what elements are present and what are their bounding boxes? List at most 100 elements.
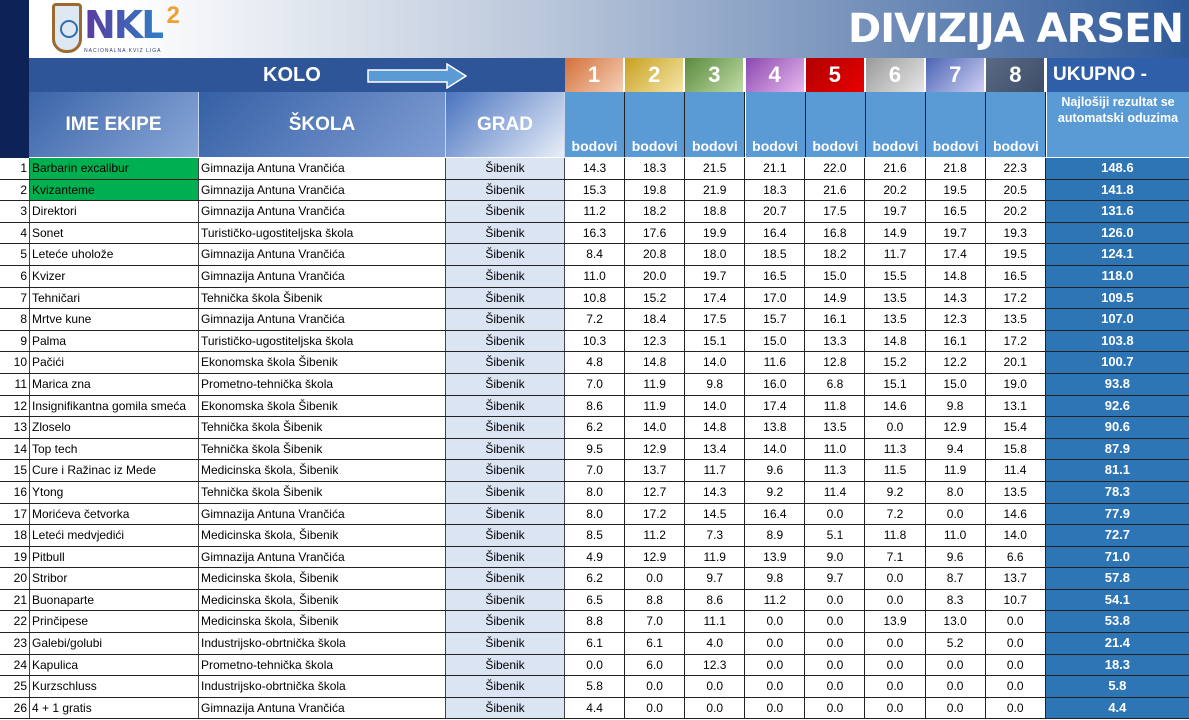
total-cell[interactable]: 5.8 [1045,676,1189,697]
city-cell[interactable]: Šibenik [446,654,565,676]
round-score-cell[interactable]: 11.5 [865,460,926,481]
city-cell[interactable]: Šibenik [446,633,565,654]
total-cell[interactable]: 77.9 [1045,503,1189,525]
round-score-cell[interactable]: 0.0 [805,611,866,633]
round-score-cell[interactable]: 16.5 [986,265,1046,287]
round-score-cell[interactable]: 16.1 [926,330,986,352]
round-score-cell[interactable]: 13.4 [685,438,746,460]
round-score-cell[interactable]: 10.8 [565,287,626,309]
team-name-cell[interactable]: Marica zna [30,373,199,395]
school-cell[interactable]: Medicinska škola, Šibenik [199,568,446,589]
rank-cell[interactable]: 13 [0,417,30,438]
round-score-cell[interactable]: 0.0 [865,568,926,589]
round-score-cell[interactable]: 0.0 [745,611,806,633]
city-cell[interactable]: Šibenik [446,503,565,525]
round-score-cell[interactable]: 13.0 [926,611,986,633]
round-score-cell[interactable]: 4.4 [565,697,626,719]
round-score-cell[interactable]: 17.5 [685,309,746,330]
round-score-cell[interactable]: 0.0 [685,697,746,719]
round-score-cell[interactable]: 14.8 [685,417,746,438]
rank-cell[interactable]: 4 [0,222,30,244]
round-score-cell[interactable]: 16.8 [805,222,866,244]
round-score-cell[interactable]: 14.6 [865,395,926,417]
school-cell[interactable]: Turističko-ugostiteljska škola [199,330,446,352]
round-score-cell[interactable]: 15.2 [865,352,926,373]
round-score-cell[interactable]: 11.0 [565,265,626,287]
total-cell[interactable]: 100.7 [1045,352,1189,373]
total-cell[interactable]: 109.5 [1045,287,1189,309]
total-cell[interactable]: 118.0 [1045,265,1189,287]
city-cell[interactable]: Šibenik [446,179,565,201]
round-score-cell[interactable]: 0.0 [926,676,986,697]
school-cell[interactable]: Prometno-tehnička škola [199,373,446,395]
team-name-cell[interactable]: Sonet [30,222,199,244]
round-score-cell[interactable]: 18.3 [745,179,806,201]
round-score-cell[interactable]: 6.0 [625,654,686,676]
rank-cell[interactable]: 16 [0,481,30,503]
round-score-cell[interactable]: 0.0 [986,676,1046,697]
round-score-cell[interactable]: 22.0 [805,158,866,179]
round-score-cell[interactable]: 9.8 [926,395,986,417]
round-score-cell[interactable]: 6.1 [625,633,686,654]
round-score-cell[interactable]: 11.7 [685,460,746,481]
city-cell[interactable]: Šibenik [446,309,565,330]
city-cell[interactable]: Šibenik [446,201,565,222]
round-score-cell[interactable]: 11.9 [625,395,686,417]
round-score-cell[interactable]: 11.6 [745,352,806,373]
round-score-cell[interactable]: 11.2 [745,589,806,611]
round-score-cell[interactable]: 0.0 [805,589,866,611]
team-name-cell[interactable]: Zloselo [30,417,199,438]
round-score-cell[interactable]: 13.7 [986,568,1046,589]
rank-cell[interactable]: 2 [0,179,30,201]
round-score-cell[interactable]: 7.0 [565,373,626,395]
round-score-cell[interactable]: 12.3 [926,309,986,330]
city-cell[interactable]: Šibenik [446,373,565,395]
total-cell[interactable]: 4.4 [1045,697,1189,719]
round-score-cell[interactable]: 19.7 [926,222,986,244]
round-score-cell[interactable]: 13.5 [865,309,926,330]
round-score-cell[interactable]: 0.0 [865,697,926,719]
city-cell[interactable]: Šibenik [446,611,565,633]
city-cell[interactable]: Šibenik [446,222,565,244]
round-score-cell[interactable]: 8.0 [565,503,626,525]
rank-cell[interactable]: 6 [0,265,30,287]
round-score-cell[interactable]: 9.7 [685,568,746,589]
school-cell[interactable]: Ekonomska škola Šibenik [199,395,446,417]
rank-cell[interactable]: 22 [0,611,30,633]
team-name-cell[interactable]: Morićeva četvorka [30,503,199,525]
round-score-cell[interactable]: 0.0 [745,697,806,719]
round-score-cell[interactable]: 17.4 [926,244,986,265]
city-cell[interactable]: Šibenik [446,417,565,438]
round-score-cell[interactable]: 21.1 [745,158,806,179]
round-score-cell[interactable]: 8.8 [565,611,626,633]
round-score-cell[interactable]: 20.8 [625,244,686,265]
round-score-cell[interactable]: 4.8 [565,352,626,373]
round-score-cell[interactable]: 17.2 [986,330,1046,352]
round-score-cell[interactable]: 17.6 [625,222,686,244]
city-cell[interactable]: Šibenik [446,481,565,503]
round-score-cell[interactable]: 9.0 [805,546,866,568]
rank-cell[interactable]: 12 [0,395,30,417]
school-cell[interactable]: Gimnazija Antuna Vrančića [199,179,446,201]
school-cell[interactable]: Gimnazija Antuna Vrančića [199,546,446,568]
rank-cell[interactable]: 24 [0,654,30,676]
round-score-cell[interactable]: 6.2 [565,417,626,438]
round-score-cell[interactable]: 0.0 [865,589,926,611]
round-score-cell[interactable]: 20.2 [865,179,926,201]
total-cell[interactable]: 78.3 [1045,481,1189,503]
round-score-cell[interactable]: 14.3 [685,481,746,503]
round-score-cell[interactable]: 16.5 [926,201,986,222]
round-score-cell[interactable]: 7.0 [565,460,626,481]
team-name-cell[interactable]: Buonaparte [30,589,199,611]
team-name-cell[interactable]: Mrtve kune [30,309,199,330]
round-score-cell[interactable]: 0.0 [805,697,866,719]
round-score-cell[interactable]: 14.0 [685,352,746,373]
round-score-cell[interactable]: 12.2 [926,352,986,373]
round-score-cell[interactable]: 0.0 [986,697,1046,719]
round-score-cell[interactable]: 0.0 [625,697,686,719]
rank-cell[interactable]: 8 [0,309,30,330]
round-score-cell[interactable]: 11.2 [565,201,626,222]
school-cell[interactable]: Tehnička škola Šibenik [199,438,446,460]
team-name-cell[interactable]: Palma [30,330,199,352]
round-score-cell[interactable]: 6.8 [805,373,866,395]
